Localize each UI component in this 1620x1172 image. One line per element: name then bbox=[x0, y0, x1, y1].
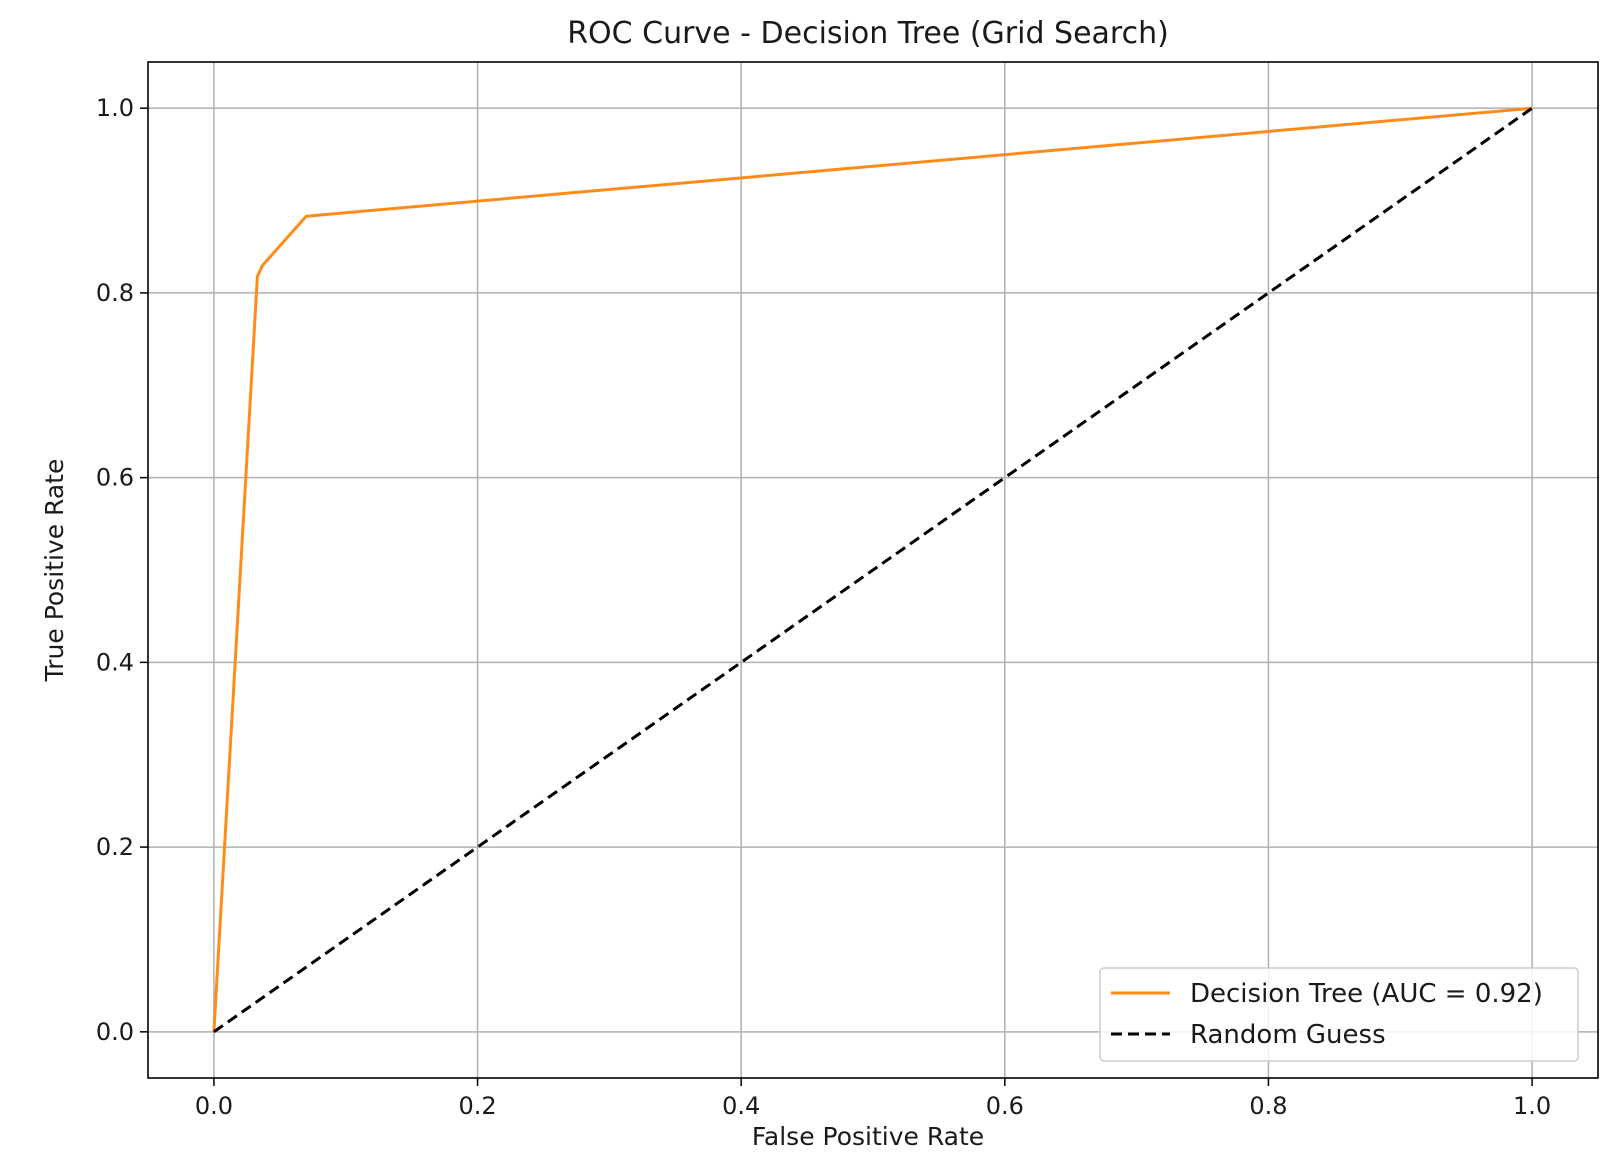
series-line-decision-tree bbox=[212, 106, 1533, 1032]
y-tick-label: 0.4 bbox=[96, 648, 134, 676]
y-tick-label: 0.6 bbox=[96, 464, 134, 492]
x-tick-label: 0.0 bbox=[195, 1092, 233, 1120]
y-axis-ticks: 0.0 0.2 0.4 0.6 0.8 1.0 bbox=[96, 94, 148, 1046]
chart-title: ROC Curve - Decision Tree (Grid Search) bbox=[567, 16, 1169, 51]
series-lines bbox=[212, 106, 1533, 1034]
x-tick-label: 0.4 bbox=[722, 1092, 760, 1120]
legend-label-decision-tree: Decision Tree (AUC = 0.92) bbox=[1190, 979, 1543, 1009]
series-line-random-guess bbox=[213, 106, 1533, 1034]
plot-frame bbox=[147, 61, 1599, 1079]
y-tick-label: 0.8 bbox=[96, 279, 134, 307]
x-axis-ticks: 0.0 0.2 0.4 0.6 0.8 1.0 bbox=[195, 1078, 1551, 1120]
x-tick-label: 1.0 bbox=[1513, 1092, 1551, 1120]
legend-box bbox=[1099, 967, 1579, 1062]
y-tick-label: 1.0 bbox=[96, 94, 134, 122]
x-tick-label: 0.8 bbox=[1249, 1092, 1287, 1120]
x-axis-label: False Positive Rate bbox=[752, 1122, 984, 1151]
x-tick-label: 0.6 bbox=[986, 1092, 1024, 1120]
y-tick-label: 0.2 bbox=[96, 833, 134, 861]
x-tick-label: 0.2 bbox=[458, 1092, 496, 1120]
grid-lines bbox=[148, 62, 1598, 1078]
legend-label-random-guess: Random Guess bbox=[1190, 1020, 1386, 1050]
legend: Decision Tree (AUC = 0.92) Random Guess bbox=[1099, 967, 1579, 1062]
y-tick-label: 0.0 bbox=[96, 1018, 134, 1046]
y-axis-label: True Positive Rate bbox=[40, 459, 69, 683]
